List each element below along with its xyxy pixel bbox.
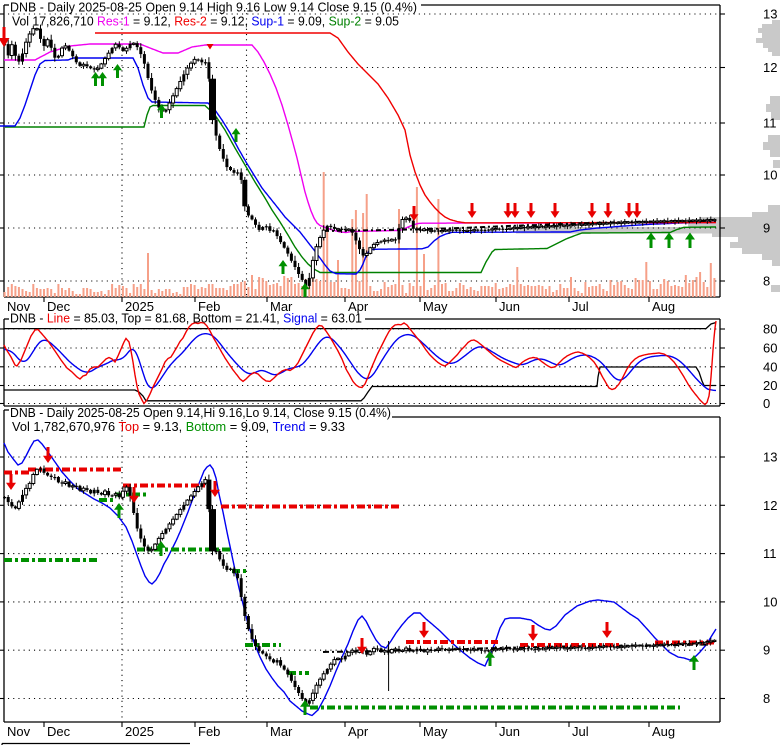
- svg-text:DNB - Daily 2025-08-25 Open 9.: DNB - Daily 2025-08-25 Open 9.14,Hi 9.16…: [10, 405, 391, 420]
- svg-text:9: 9: [763, 643, 770, 658]
- svg-text:11: 11: [763, 116, 777, 131]
- svg-text:80: 80: [763, 322, 777, 337]
- svg-text:Mar: Mar: [270, 724, 293, 739]
- svg-text:0: 0: [763, 396, 770, 411]
- svg-text:Jun: Jun: [499, 724, 520, 739]
- svg-text:11: 11: [763, 546, 777, 561]
- svg-text:13: 13: [763, 7, 777, 22]
- svg-text:20: 20: [763, 378, 777, 393]
- svg-text:10: 10: [763, 594, 777, 609]
- svg-text:Feb: Feb: [198, 299, 220, 314]
- svg-text:60: 60: [763, 341, 777, 356]
- svg-text:8: 8: [763, 691, 770, 706]
- svg-text:8: 8: [763, 274, 770, 289]
- svg-text:Jul: Jul: [572, 299, 589, 314]
- svg-text:Aug: Aug: [652, 724, 675, 739]
- svg-text:Mar: Mar: [270, 299, 293, 314]
- svg-text:40: 40: [763, 359, 777, 374]
- svg-text:Vol 17,826,710 Res-1 = 9.12, R: Vol 17,826,710 Res-1 = 9.12, Res-2 = 9.1…: [12, 14, 399, 29]
- svg-text:DNB - Daily 2025-08-25 Open 9.: DNB - Daily 2025-08-25 Open 9.14 High 9.…: [10, 0, 417, 15]
- svg-text:Aug: Aug: [652, 299, 675, 314]
- svg-text:Feb: Feb: [198, 724, 220, 739]
- svg-text:12: 12: [763, 498, 777, 513]
- svg-text:Apr: Apr: [348, 724, 369, 739]
- svg-text:Jul: Jul: [572, 724, 589, 739]
- svg-text:2025: 2025: [125, 724, 154, 739]
- svg-text:Apr: Apr: [348, 299, 369, 314]
- svg-text:Nov: Nov: [7, 299, 31, 314]
- svg-text:May: May: [423, 299, 448, 314]
- svg-text:12: 12: [763, 60, 777, 75]
- svg-text:Dec: Dec: [47, 724, 71, 739]
- svg-text:13: 13: [763, 450, 777, 465]
- svg-text:2025: 2025: [125, 299, 154, 314]
- svg-text:9: 9: [763, 221, 770, 236]
- svg-text:May: May: [423, 724, 448, 739]
- svg-text:Vol 1,782,670,976 Top = 9.13,: Vol 1,782,670,976 Top = 9.13, Bottom = 9…: [12, 419, 345, 434]
- svg-text:Jun: Jun: [499, 299, 520, 314]
- svg-text:Dec: Dec: [47, 299, 71, 314]
- svg-text:Nov: Nov: [7, 724, 31, 739]
- svg-text:10: 10: [763, 168, 777, 183]
- svg-text:DNB - Line = 85.03, Top = 81.6: DNB - Line = 85.03, Top = 81.68, Bottom …: [10, 311, 362, 326]
